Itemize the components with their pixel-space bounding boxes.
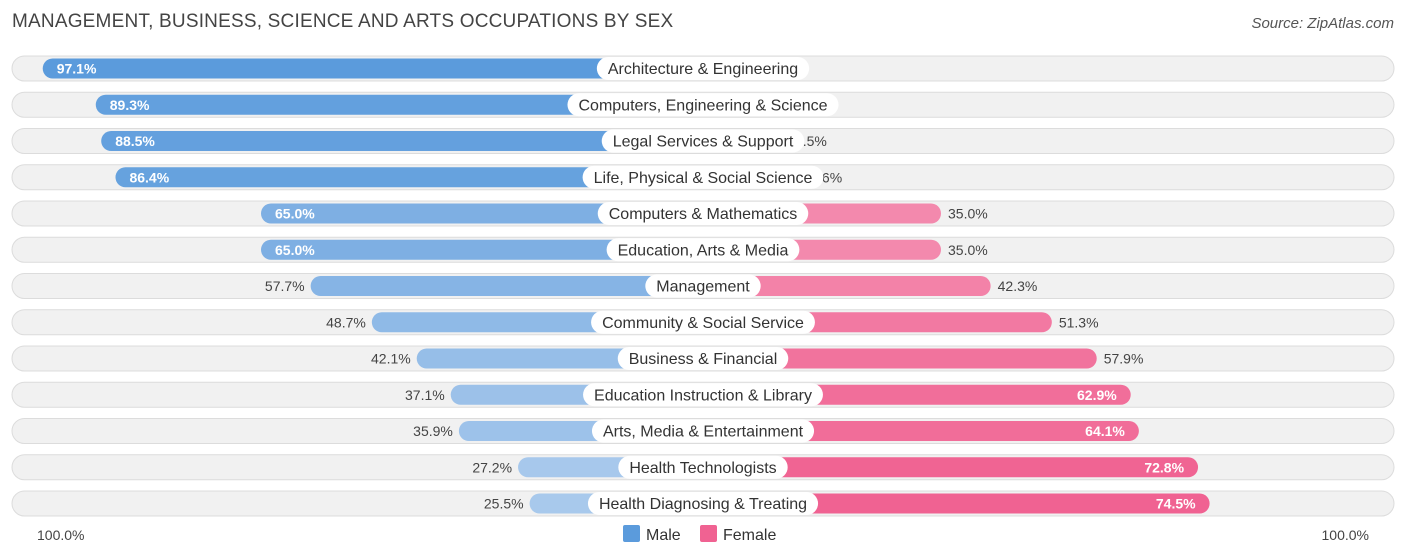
male-bar [42, 58, 704, 79]
category-label: Computers, Engineering & Science [578, 97, 827, 114]
male-value-label: 42.1% [371, 351, 411, 367]
chart-row: 42.1% 57.9% Business & Financial [11, 345, 1395, 372]
female-bar [703, 348, 1097, 369]
female-legend-label: Female [723, 527, 776, 544]
female-bar [703, 493, 1210, 514]
male-value-label: 89.3% [110, 97, 150, 113]
category-label-pill [582, 165, 824, 189]
female-value-label: 62.9% [1077, 387, 1117, 403]
axis-right-label: 100.0% [1322, 527, 1369, 543]
female-value-label: 51.3% [1059, 314, 1099, 330]
category-label-pill [587, 492, 819, 515]
category-label-pill [591, 419, 815, 443]
female-value-label: 35.0% [948, 206, 988, 222]
chart-row: 86.4%13.6%Life, Physical & Social Scienc… [11, 164, 1395, 191]
category-label: Business & Financial [629, 351, 778, 368]
source-label: Source: ZipAtlas.com [1251, 15, 1394, 32]
chart-row: 48.7% 51.3% Community & Social Service [11, 309, 1395, 336]
male-bar [101, 131, 703, 151]
category-label: Community & Social Service [602, 315, 804, 332]
category-label: Education Instruction & Library [594, 387, 812, 404]
category-label-pill [583, 383, 823, 407]
chart-row: 27.2% 72.8% Health Technologists [11, 454, 1395, 481]
chart-row: 37.1% 62.9% Education Instruction & Librar… [11, 381, 1395, 408]
male-value-label: 57.7% [265, 278, 305, 294]
male-bar [95, 94, 703, 115]
male-value-label: 35.9% [413, 423, 453, 439]
category-label: Arts, Media & Entertainment [603, 424, 804, 441]
male-value-label: 65.0% [275, 206, 315, 222]
legend: Male Female [623, 525, 776, 544]
category-label-pill [591, 310, 815, 334]
male-value-label: 48.7% [326, 314, 366, 330]
category-label-pill [596, 57, 810, 80]
male-bar [310, 276, 703, 296]
category-label-pill [617, 347, 789, 370]
chart-row: 88.5% 11.5%Legal Services & Support [11, 128, 1395, 154]
category-label-pill [606, 238, 800, 262]
male-value-label: 37.1% [405, 387, 445, 403]
female-bar [703, 457, 1199, 478]
chart-title: MANAGEMENT, BUSINESS, SCIENCE AND ARTS O… [12, 11, 674, 32]
category-label-pill [567, 93, 839, 117]
male-value-label: 88.5% [115, 133, 155, 149]
category-label: Health Technologists [629, 460, 776, 477]
female-value-label: 35.0% [948, 242, 988, 258]
female-legend-swatch [700, 525, 717, 542]
category-label: Education, Arts & Media [618, 242, 789, 259]
female-value-label: 57.9% [1104, 351, 1144, 367]
category-label: Life, Physical & Social Science [594, 170, 813, 187]
category-label-pill [645, 274, 761, 298]
category-label: Legal Services & Support [613, 134, 794, 151]
chart-row: 97.1%2.9%Architecture & Engineering [11, 55, 1395, 82]
chart-row: 89.3%10.7%Computers, Engineering & Scien… [11, 91, 1395, 118]
category-label: Health Diagnosing & Treating [599, 496, 807, 513]
category-label-pill [618, 455, 788, 479]
chart-row: 57.7% 42.3% Management [11, 273, 1395, 299]
chart-row: 35.9% 64.1% Arts, Media & Entertainment [11, 418, 1395, 444]
axis-left-label: 100.0% [37, 527, 84, 543]
category-label-pill [601, 129, 805, 153]
chart-row: 65.0% 35.0% Education, Arts & Media [11, 236, 1395, 263]
female-value-label: 74.5% [1156, 496, 1196, 512]
category-label-pill [597, 202, 809, 225]
male-bar [261, 203, 703, 224]
chart-row: 65.0% 35.0% Computers & Mathematics [11, 200, 1395, 227]
category-label: Architecture & Engineering [608, 61, 798, 78]
category-label: Computers & Mathematics [609, 206, 798, 223]
male-legend-label: Male [646, 527, 681, 544]
male-bar [115, 167, 704, 188]
male-value-label: 86.4% [129, 169, 169, 185]
female-value-label: 42.3% [998, 278, 1038, 294]
chart-rows: 97.1%2.9%Architecture & Engineering 89.3%… [11, 55, 1395, 517]
male-value-label: 97.1% [57, 61, 97, 77]
female-value-label: 64.1% [1085, 423, 1125, 439]
male-value-label: 25.5% [484, 496, 524, 512]
male-bar [261, 239, 703, 260]
male-value-label: 27.2% [472, 459, 512, 475]
male-value-label: 65.0% [275, 242, 315, 258]
male-legend-swatch [623, 525, 640, 542]
female-value-label: 72.8% [1144, 459, 1184, 475]
female-bar [703, 276, 991, 296]
chart-row: 25.5% 74.5% Health Diagnosing & Treating [11, 490, 1395, 517]
category-label: Management [656, 279, 750, 296]
